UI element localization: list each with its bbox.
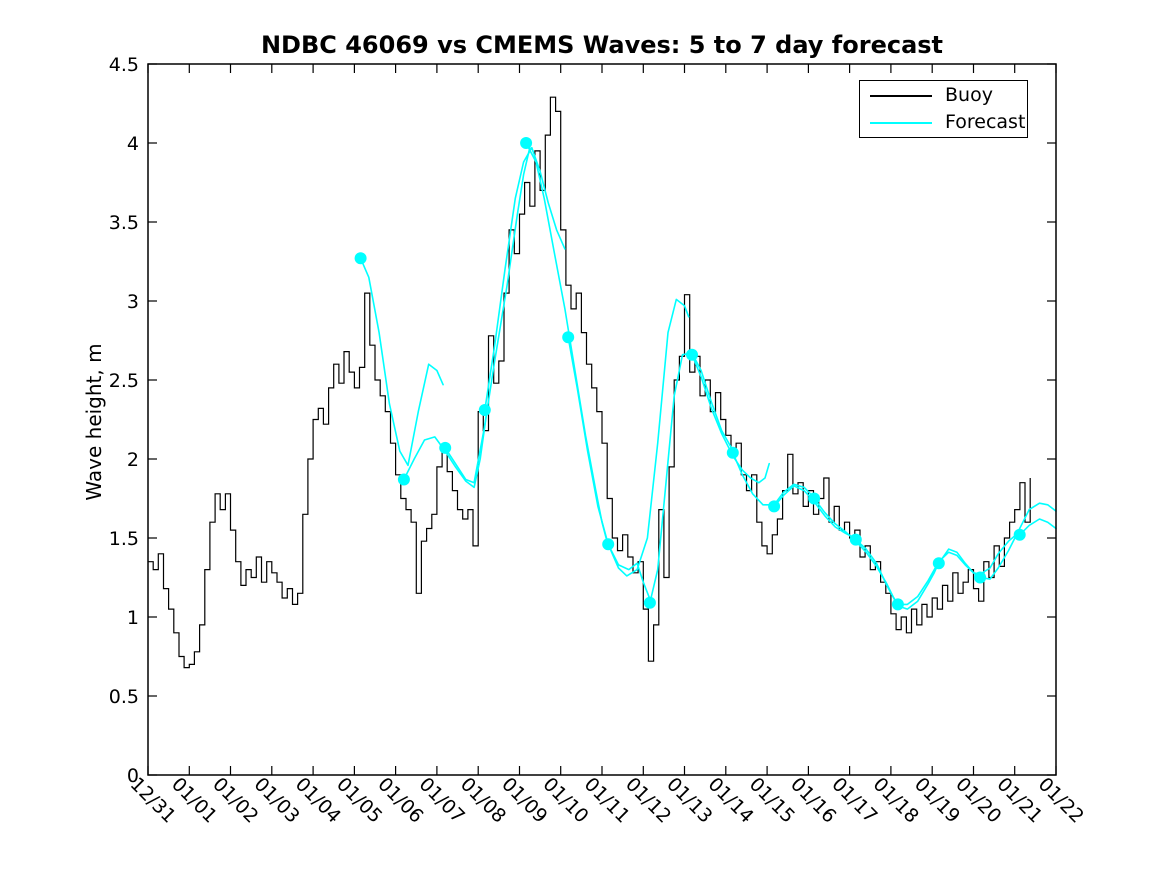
forecast-markers <box>354 137 1026 611</box>
chart-title: NDBC 46069 vs CMEMS Waves: 5 to 7 day fo… <box>260 31 944 59</box>
svg-text:1.5: 1.5 <box>109 528 139 550</box>
svg-text:0.5: 0.5 <box>109 686 139 708</box>
svg-text:2: 2 <box>127 449 139 471</box>
svg-text:1: 1 <box>127 607 139 629</box>
buoy-line-sample <box>870 94 932 97</box>
svg-text:4.5: 4.5 <box>109 54 139 76</box>
svg-text:4: 4 <box>127 133 139 155</box>
legend-label-buoy: Buoy <box>945 84 993 106</box>
forecast-line-sample <box>870 121 932 124</box>
svg-text:2.5: 2.5 <box>109 370 139 392</box>
y-axis-label: Wave height, m <box>82 343 106 501</box>
svg-text:3: 3 <box>127 291 139 313</box>
y-tick-labels: 0 0.5 1 1.5 2 2.5 3 3.5 4 4.5 <box>109 54 139 787</box>
legend-label-forecast: Forecast <box>945 111 1026 133</box>
legend: Buoy Forecast <box>859 80 1028 138</box>
legend-entry-buoy: Buoy <box>860 82 1027 109</box>
svg-text:0: 0 <box>127 765 139 787</box>
svg-text:3.5: 3.5 <box>109 212 139 234</box>
plot-border <box>147 63 1057 776</box>
axis-ticks <box>147 63 1057 776</box>
legend-entry-forecast: Forecast <box>860 109 1027 136</box>
